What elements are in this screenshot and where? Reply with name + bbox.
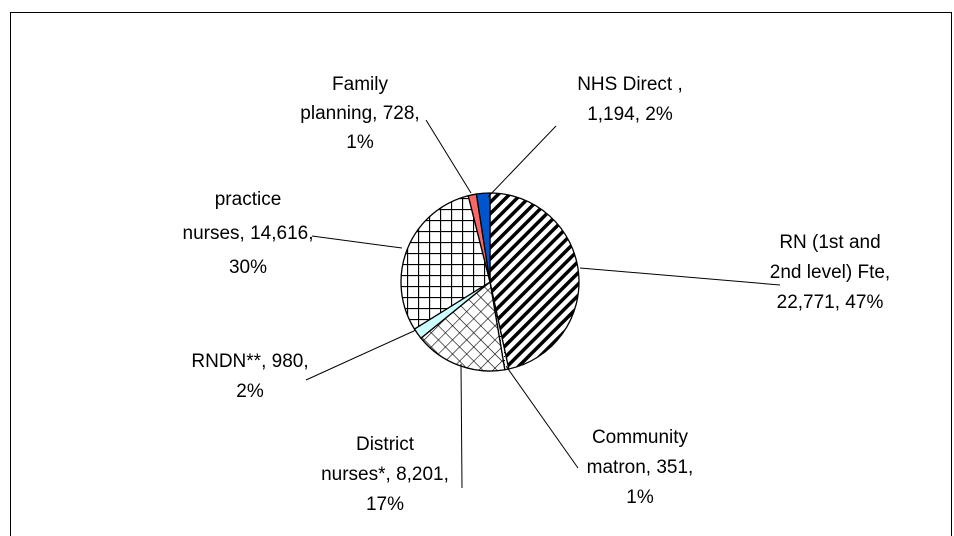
leader-line [579, 267, 781, 286]
data-label: 1% [346, 132, 374, 153]
leader-line [487, 125, 557, 198]
leader-line [305, 329, 417, 381]
data-label: 17% [366, 494, 404, 515]
data-label: Community [592, 427, 689, 448]
data-label: Family [332, 74, 388, 95]
leader-line [505, 365, 579, 469]
leader-line [311, 235, 403, 249]
data-label: nurses, 14,616, [183, 223, 314, 244]
data-label: planning, 728, [300, 103, 419, 124]
data-label: District [356, 434, 415, 455]
data-label: 30% [229, 257, 267, 278]
leader-line [425, 119, 472, 194]
pie-slice [475, 192, 491, 283]
data-label: 22,771, 47% [777, 292, 884, 313]
data-label: 1% [626, 487, 654, 508]
data-label: practice [215, 189, 282, 210]
pie-slice [489, 192, 580, 370]
data-label: 1,194, 2% [587, 104, 673, 125]
data-label: nurses*, 8,201, [321, 464, 449, 485]
data-label: RN (1st and [779, 232, 880, 253]
pie-slice [420, 280, 506, 372]
data-label: RNDN**, 980, [191, 351, 308, 372]
leader-line [460, 363, 463, 489]
pie-slice [400, 194, 491, 330]
data-label: matron, 351, [587, 457, 694, 478]
data-label: 2nd level) Fte, [770, 262, 890, 283]
data-label: NHS Direct , [577, 74, 683, 95]
data-label: 2% [236, 381, 264, 402]
